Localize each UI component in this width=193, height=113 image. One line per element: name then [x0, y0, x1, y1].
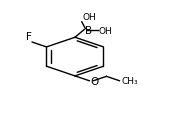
Text: OH: OH [98, 26, 112, 35]
Text: CH₃: CH₃ [121, 77, 138, 85]
Text: B: B [85, 26, 92, 36]
Text: O: O [90, 76, 98, 86]
Text: F: F [25, 32, 31, 42]
Text: OH: OH [82, 13, 96, 22]
